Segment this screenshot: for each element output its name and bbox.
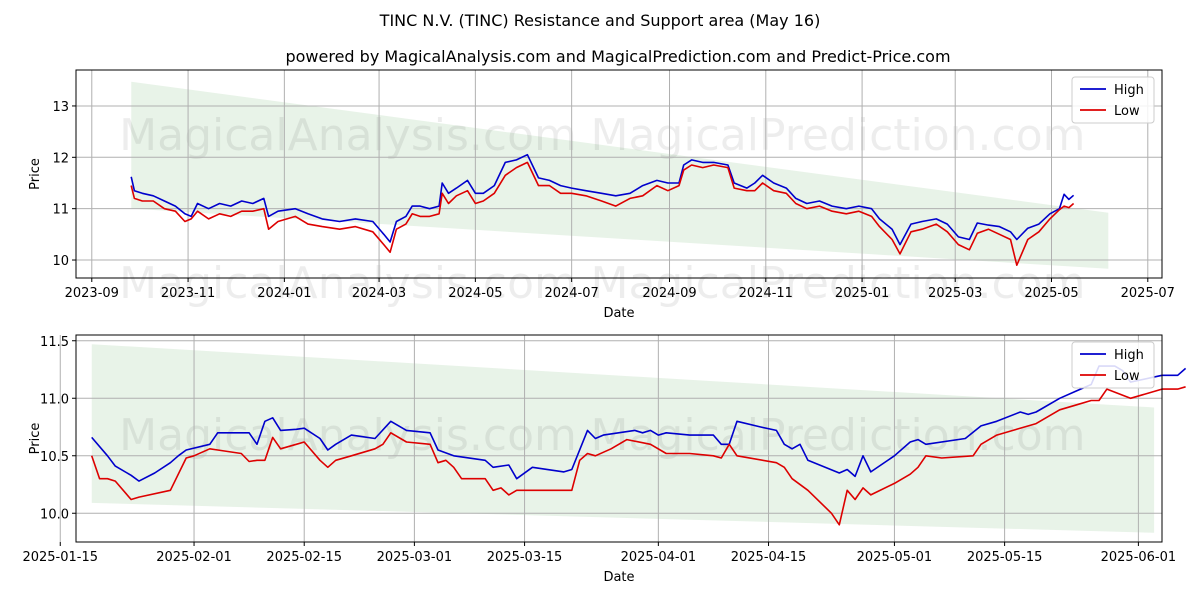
watermark-analysis: MagicalAnalysis.com	[119, 258, 577, 309]
x-axis-label: Date	[603, 570, 634, 585]
x-tick-label: 2025-01-15	[22, 550, 98, 565]
x-tick-label: 2025-03-01	[377, 550, 453, 565]
y-tick-label: 11.5	[40, 335, 69, 350]
series-line-high	[130, 153, 1075, 246]
y-tick-label: 13	[52, 100, 69, 115]
x-tick-label: 2024-09	[642, 286, 696, 301]
legend-label-low: Low	[1114, 104, 1140, 119]
x-tick-label: 2025-03	[928, 286, 982, 301]
x-tick-label: 2025-06-01	[1101, 550, 1177, 565]
x-tick-label: 2024-01	[257, 286, 311, 301]
x-tick-label: 2025-02-01	[156, 550, 232, 565]
x-tick-label: 2024-07	[544, 286, 598, 301]
x-tick-label: 2023-09	[65, 286, 119, 301]
x-tick-label: 2025-04-15	[731, 550, 807, 565]
x-tick-label: 2024-05	[448, 286, 502, 301]
x-tick-label: 2024-03	[352, 286, 406, 301]
plot-frame	[75, 69, 1163, 279]
x-tick-label: 2025-05-01	[857, 550, 933, 565]
x-tick-label: 2025-03-15	[487, 550, 563, 565]
y-axis-label: Price	[28, 423, 43, 455]
series-line-low	[90, 386, 1186, 526]
legend-label-low: Low	[1114, 369, 1140, 384]
top-panel: MagicalAnalysis.com MagicalPrediction.com…	[28, 69, 1175, 321]
y-tick-label: 10	[52, 254, 69, 269]
x-tick-label: 2025-04-01	[621, 550, 697, 565]
legend-label-high: High	[1114, 83, 1144, 98]
chart-subtitle: powered by MagicalAnalysis.com and Magic…	[285, 47, 950, 66]
watermark-prediction: MagicalPrediction.com	[591, 258, 1086, 309]
x-tick-label: 2025-01	[835, 286, 889, 301]
chart-title: TINC N.V. (TINC) Resistance and Support …	[379, 11, 821, 30]
support-resistance-band	[131, 81, 1109, 269]
watermark-analysis: MagicalAnalysis.com	[119, 410, 577, 461]
x-tick-label: 2025-02-15	[266, 550, 342, 565]
legend-label-high: High	[1114, 348, 1144, 363]
series-line-high	[91, 365, 1187, 482]
y-tick-label: 11	[52, 203, 69, 218]
x-tick-label: 2025-07	[1121, 286, 1175, 301]
y-tick-label: 10.5	[40, 450, 69, 465]
plot-frame	[75, 334, 1163, 543]
x-tick-label: 2025-05-15	[967, 550, 1043, 565]
x-tick-label: 2024-11	[739, 286, 793, 301]
bottom-panel: MagicalAnalysis.com MagicalPrediction.com…	[22, 334, 1187, 585]
y-tick-label: 12	[52, 151, 69, 166]
y-tick-label: 11.0	[40, 392, 69, 407]
x-tick-label: 2025-05	[1024, 286, 1078, 301]
x-axis-label: Date	[603, 306, 634, 321]
watermark-analysis: MagicalAnalysis.com	[119, 110, 577, 161]
y-axis-label: Price	[28, 158, 43, 190]
series-line-low	[130, 161, 1075, 266]
watermark-prediction: MagicalPrediction.com	[591, 110, 1086, 161]
y-tick-label: 10.0	[40, 507, 69, 522]
x-tick-label: 2023-11	[161, 286, 215, 301]
